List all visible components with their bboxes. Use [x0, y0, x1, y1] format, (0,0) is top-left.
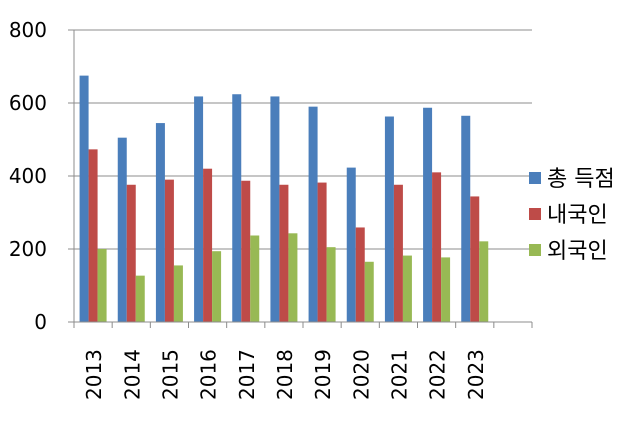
y-tick-label: 0 [34, 310, 47, 334]
bar [346, 167, 356, 322]
bar [232, 94, 242, 323]
bar [423, 107, 433, 323]
legend-label: 총 득점 [547, 167, 615, 192]
bar [135, 275, 145, 322]
x-tick-label: 2023 [464, 349, 488, 400]
x-tick-label: 2022 [426, 349, 450, 400]
x-tick-label: 2017 [235, 349, 259, 400]
bar [173, 265, 183, 322]
x-tick-label: 2018 [273, 349, 297, 400]
bar [155, 123, 165, 322]
bar [308, 106, 318, 323]
bar [270, 96, 280, 323]
bar [97, 249, 107, 322]
bar [402, 255, 412, 322]
bar [212, 251, 222, 322]
legend-swatch [529, 208, 541, 220]
bar [250, 235, 260, 322]
x-tick-label: 2020 [349, 349, 373, 400]
bar [241, 180, 251, 322]
x-tick-label: 2016 [197, 349, 221, 400]
bar [470, 196, 480, 322]
bar [384, 116, 394, 322]
y-tick-label: 800 [9, 18, 47, 42]
bar [164, 179, 174, 322]
bar [279, 184, 289, 322]
bar [126, 184, 136, 322]
bar [79, 75, 89, 322]
x-tick-label: 2019 [311, 349, 335, 400]
x-tick-label: 2021 [387, 349, 411, 400]
axes [68, 29, 533, 328]
bar [461, 115, 471, 323]
bar [203, 168, 213, 322]
bar [326, 247, 336, 322]
y-tick-label: 400 [9, 164, 47, 188]
y-tick-label: 600 [9, 91, 47, 115]
bar [432, 172, 442, 322]
x-tick-label: 2013 [82, 349, 106, 400]
bar [479, 241, 489, 322]
legend-swatch [529, 172, 541, 184]
bar [355, 227, 365, 322]
bar [288, 233, 298, 322]
y-tick-label: 200 [9, 237, 47, 261]
bar [117, 137, 127, 322]
y-tick-labels: 0 200 400 600 800 [9, 18, 47, 334]
bar [393, 184, 403, 322]
gridlines [74, 29, 532, 250]
bar [364, 261, 374, 322]
bar [194, 96, 204, 323]
bar [88, 149, 98, 322]
bar [441, 257, 451, 322]
legend-label: 외국인 [547, 239, 608, 264]
legend-swatch [529, 244, 541, 256]
x-tick-label: 2014 [120, 349, 144, 400]
legend-label: 내국인 [547, 203, 608, 228]
bars [79, 75, 489, 323]
x-tick-labels: 2013 2014 2015 2016 2017 2018 2019 2020 2021 2022… [82, 349, 488, 400]
x-tick-label: 2015 [158, 349, 182, 400]
bar [317, 182, 327, 322]
